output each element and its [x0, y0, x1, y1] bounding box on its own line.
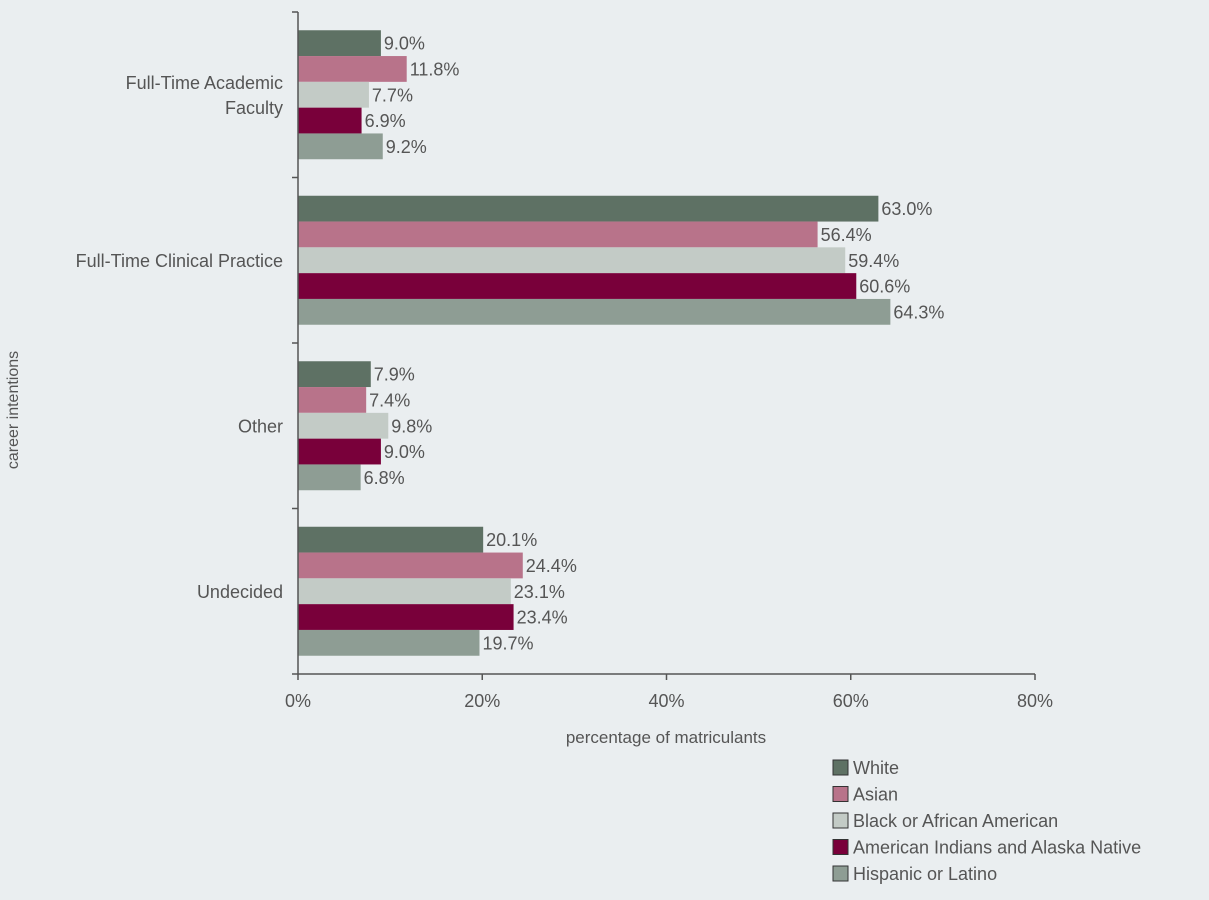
bar-undecided-asian	[298, 552, 523, 579]
bar-faculty-hispanic-or-latino	[298, 133, 383, 160]
bar-other-white	[298, 361, 371, 388]
data-label-faculty-hispanic-or-latino: 9.2%	[386, 137, 427, 157]
bar-clinical-black-or-african-american	[298, 247, 846, 274]
legend-swatch-american-indians-and-alaska-native	[832, 839, 849, 855]
data-label-clinical-american-indians-and-alaska-native: 60.6%	[859, 277, 910, 297]
data-label-other-american-indians-and-alaska-native: 9.0%	[384, 442, 425, 462]
bar-other-hispanic-or-latino	[298, 464, 361, 491]
bar-clinical-white	[298, 195, 879, 222]
bars-layer	[298, 30, 891, 656]
y-tick-label-faculty: Full-Time Academic Faculty	[126, 73, 283, 118]
legend-label-black-or-african-american: Black or African American	[853, 811, 1058, 831]
data-label-clinical-black-or-african-american: 59.4%	[848, 251, 899, 271]
bar-undecided-hispanic-or-latino	[298, 629, 480, 656]
bar-clinical-american-indians-and-alaska-native	[298, 273, 857, 299]
bar-clinical-asian	[298, 221, 818, 248]
bar-undecided-black-or-african-american	[298, 578, 511, 605]
x-tick-label: 40%	[648, 691, 684, 711]
bar-other-american-indians-and-alaska-native	[298, 438, 381, 465]
legend-swatch-hispanic-or-latino	[832, 865, 849, 882]
data-label-other-white: 7.9%	[374, 365, 415, 385]
bar-other-black-or-african-american	[298, 412, 389, 439]
data-label-undecided-white: 20.1%	[486, 530, 537, 550]
x-tick-label: 20%	[464, 691, 500, 711]
data-label-undecided-black-or-african-american: 23.1%	[514, 582, 565, 602]
bar-undecided-american-indians-and-alaska-native	[298, 604, 514, 630]
data-label-faculty-american-indians-and-alaska-native: 6.9%	[365, 111, 406, 131]
y-axis-title: career intentions	[5, 351, 22, 469]
y-tick-label-undecided: Undecided	[197, 582, 283, 602]
bar-faculty-white	[298, 30, 381, 57]
bar-other-asian	[298, 387, 367, 413]
bar-undecided-white	[298, 526, 484, 553]
y-tick-label-other: Other	[238, 416, 283, 436]
data-labels-layer: 9.0% 11.8% 7.7% 6.9% 9.2% 63.0% 56.4% 59.4% 60.6…	[364, 34, 945, 654]
legend-label-white: White	[853, 758, 899, 778]
data-label-faculty-asian: 11.8%	[410, 59, 460, 79]
data-label-clinical-hispanic-or-latino: 64.3%	[893, 302, 944, 322]
x-tick-label: 60%	[833, 691, 869, 711]
x-tick-label: 80%	[1017, 691, 1053, 711]
y-tick-label-clinical: Full-Time Clinical Practice	[76, 251, 283, 271]
data-label-undecided-asian: 24.4%	[526, 556, 577, 576]
legend-label-american-indians-and-alaska-native: American Indians and Alaska Native	[853, 838, 1141, 858]
x-tick-label: 0%	[285, 691, 311, 711]
data-label-clinical-white: 63.0%	[881, 199, 932, 219]
data-label-undecided-american-indians-and-alaska-native: 23.4%	[517, 608, 568, 628]
legend-swatch-black-or-african-american	[832, 812, 849, 829]
data-label-faculty-black-or-african-american: 7.7%	[372, 85, 413, 105]
x-axis: 0% 20% 40% 60% 80%	[285, 673, 1053, 711]
data-label-other-asian: 7.4%	[369, 390, 410, 410]
legend-swatch-asian	[832, 786, 849, 802]
legend-label-hispanic-or-latino: Hispanic or Latino	[853, 864, 997, 884]
legend-label-asian: Asian	[853, 785, 898, 805]
legend-swatch-white	[832, 759, 849, 776]
data-label-clinical-asian: 56.4%	[821, 225, 872, 245]
data-label-other-hispanic-or-latino: 6.8%	[364, 468, 405, 488]
legend: White Asian Black or African American Ameri…	[832, 758, 1141, 884]
data-label-other-black-or-african-american: 9.8%	[391, 416, 432, 436]
bar-clinical-hispanic-or-latino	[298, 298, 891, 325]
data-label-undecided-hispanic-or-latino: 19.7%	[482, 633, 533, 653]
data-label-faculty-white: 9.0%	[384, 34, 425, 54]
bar-faculty-asian	[298, 56, 407, 82]
y-axis: Full-Time Academic Faculty Full-Time Clini…	[76, 11, 299, 675]
bar-faculty-black-or-african-american	[298, 81, 369, 108]
x-axis-title: percentage of matriculants	[566, 728, 766, 747]
bar-faculty-american-indians-and-alaska-native	[298, 107, 362, 134]
